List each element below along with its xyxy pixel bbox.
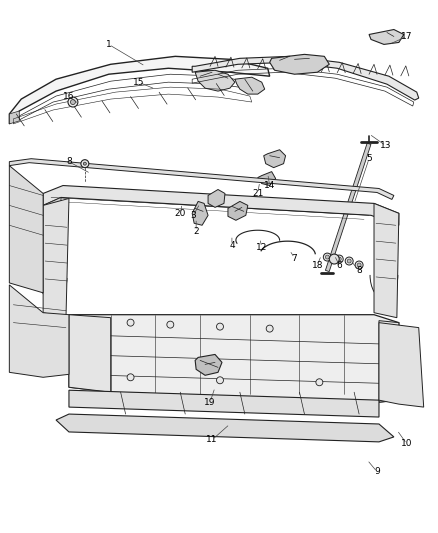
Circle shape — [347, 259, 351, 263]
Circle shape — [345, 257, 353, 265]
Text: 19: 19 — [204, 398, 216, 407]
Text: 2: 2 — [193, 227, 199, 236]
Polygon shape — [43, 185, 399, 225]
Polygon shape — [43, 197, 61, 221]
Circle shape — [216, 377, 223, 384]
Circle shape — [81, 160, 89, 168]
Circle shape — [355, 261, 363, 269]
Circle shape — [323, 253, 331, 261]
Circle shape — [167, 321, 174, 328]
Text: 9: 9 — [374, 467, 380, 476]
Text: 20: 20 — [175, 209, 186, 218]
Circle shape — [325, 255, 329, 259]
Polygon shape — [195, 70, 235, 91]
Text: 12: 12 — [256, 243, 268, 252]
Polygon shape — [369, 29, 404, 44]
Circle shape — [127, 319, 134, 326]
Text: 18: 18 — [311, 261, 323, 270]
Polygon shape — [270, 54, 329, 74]
Polygon shape — [325, 143, 371, 272]
Text: 6: 6 — [336, 261, 342, 270]
Polygon shape — [69, 314, 399, 402]
Polygon shape — [235, 77, 265, 94]
Polygon shape — [9, 159, 394, 199]
Text: 21: 21 — [252, 189, 263, 198]
Circle shape — [316, 379, 323, 386]
Polygon shape — [9, 285, 69, 377]
Text: 15: 15 — [133, 78, 144, 87]
Polygon shape — [195, 354, 222, 375]
Polygon shape — [69, 314, 111, 392]
Text: 5: 5 — [366, 154, 372, 163]
Circle shape — [68, 97, 78, 107]
Polygon shape — [43, 198, 69, 318]
Text: 13: 13 — [380, 141, 392, 150]
Bar — [183, 193, 191, 201]
Text: 3: 3 — [190, 211, 196, 220]
Text: 16: 16 — [63, 92, 75, 101]
Text: 10: 10 — [401, 439, 413, 448]
Text: 4: 4 — [229, 240, 235, 249]
Polygon shape — [379, 321, 399, 402]
Polygon shape — [208, 190, 225, 207]
Polygon shape — [379, 322, 424, 407]
Circle shape — [329, 254, 339, 264]
Polygon shape — [9, 56, 270, 124]
Circle shape — [337, 257, 341, 261]
Polygon shape — [192, 201, 208, 225]
Circle shape — [127, 374, 134, 381]
Polygon shape — [264, 150, 286, 168]
Circle shape — [266, 325, 273, 332]
Polygon shape — [374, 204, 399, 318]
Polygon shape — [9, 166, 43, 293]
Text: 7: 7 — [292, 254, 297, 263]
Polygon shape — [56, 414, 394, 442]
Polygon shape — [9, 111, 19, 124]
Polygon shape — [192, 56, 419, 100]
Text: 1: 1 — [106, 40, 112, 49]
Circle shape — [83, 162, 86, 165]
Text: 14: 14 — [264, 181, 276, 190]
Polygon shape — [228, 201, 248, 220]
Circle shape — [357, 263, 361, 267]
Polygon shape — [258, 172, 276, 185]
Circle shape — [216, 323, 223, 330]
Circle shape — [335, 255, 343, 263]
Text: 11: 11 — [206, 435, 218, 445]
Polygon shape — [69, 390, 379, 417]
Text: 8: 8 — [66, 157, 72, 166]
Text: 8: 8 — [356, 266, 362, 276]
Text: 17: 17 — [401, 32, 413, 41]
Circle shape — [71, 100, 75, 104]
